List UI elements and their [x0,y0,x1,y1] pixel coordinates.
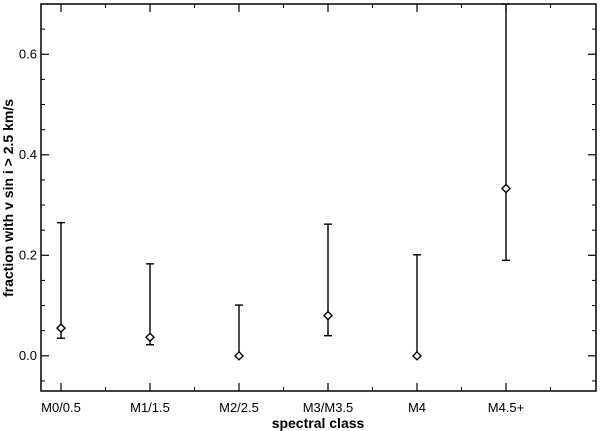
y-tick-label: 0.2 [19,247,37,262]
data-point-marker [56,323,66,334]
x-axis-ticks: M0/0.5 M1/1.5 M2/2.5 M3/M3.5 M4 M4.5+ [41,4,551,415]
data-point-marker [234,350,244,361]
plot-frame [40,3,597,392]
y-axis-title: fraction with v sin i > 2.5 km/s [0,99,16,297]
y-tick-label: 0.6 [19,46,37,61]
x-tick-label: M1/1.5 [130,400,170,415]
x-tick-label: M2/2.5 [219,400,259,415]
data-point-marker [145,332,155,343]
x-tick-label: M0/0.5 [41,400,81,415]
data-point-marker [501,183,511,194]
data-marks [56,3,511,361]
x-tick-label: M4.5+ [488,400,525,415]
x-axis-title: spectral class [272,415,365,431]
x-tick-label: M4 [408,400,426,415]
x-tick-label: M3/M3.5 [303,400,354,415]
data-point-marker [323,310,333,321]
y-tick-label: 0.4 [19,147,37,162]
data-point-marker [412,350,422,361]
y-axis-ticks: 0.0 0.2 0.4 0.6 [19,3,596,382]
y-tick-label: 0.0 [19,348,37,363]
